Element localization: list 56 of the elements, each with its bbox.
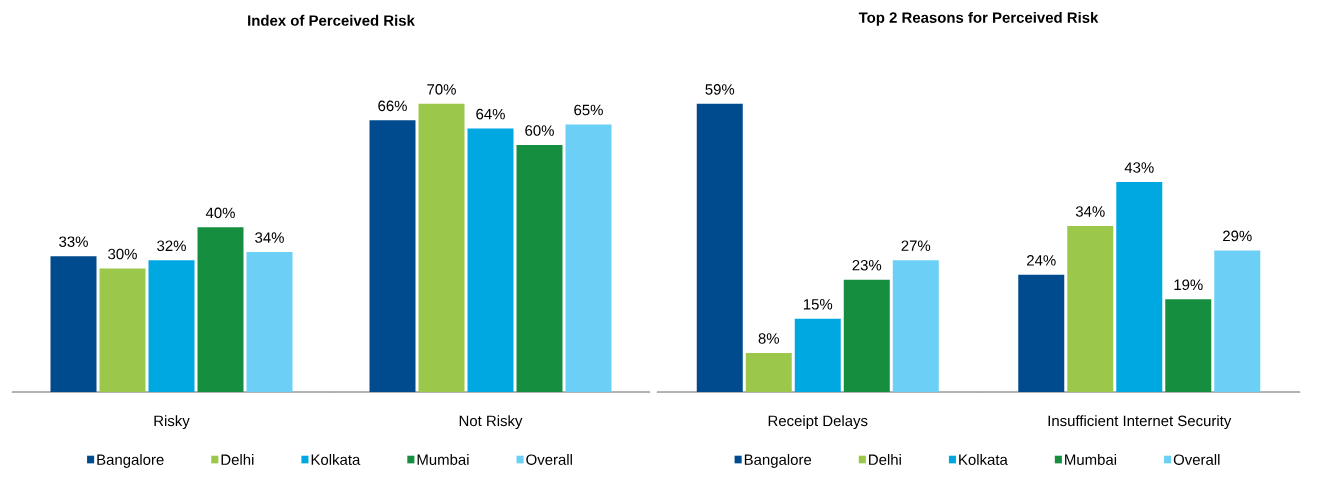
data-label: 43% <box>1124 162 1154 173</box>
legend-label: Overall <box>526 453 572 465</box>
data-label: 66% <box>378 100 407 112</box>
bar <box>246 252 293 392</box>
bar <box>418 103 465 392</box>
data-label: 8% <box>758 333 780 344</box>
chart-title: Index of Perceived Risk <box>248 14 415 26</box>
bar <box>843 279 890 392</box>
data-label: 32% <box>157 240 186 252</box>
data-label: 65% <box>574 104 603 116</box>
data-label: 59% <box>705 84 735 95</box>
data-label: 23% <box>852 259 882 271</box>
bar <box>516 145 563 392</box>
data-label: 33% <box>59 236 88 247</box>
bar <box>1116 182 1163 392</box>
legend-label: Overall <box>1173 453 1220 465</box>
bar <box>467 128 514 392</box>
bar <box>696 103 743 392</box>
legend-label: Mumbai <box>417 453 469 465</box>
data-label: 24% <box>1027 255 1056 266</box>
bar <box>50 256 97 392</box>
bar <box>794 318 841 392</box>
legend-label: Mumbai <box>1065 453 1117 465</box>
data-label: 15% <box>803 299 833 310</box>
data-label: 34% <box>1075 206 1105 217</box>
x-tick-label: Not Risky <box>459 415 523 430</box>
x-tick-label: Receipt Delays <box>768 415 868 430</box>
legend-label: Kolkata <box>311 453 361 465</box>
x-tick-label: Insufficient Internet Security <box>1048 415 1232 430</box>
data-label: 34% <box>255 232 284 243</box>
legend-label: Bangalore <box>97 453 164 468</box>
bar <box>99 268 146 392</box>
chart-title: Top 2 Reasons for Perceived Risk <box>858 11 1099 26</box>
data-label: 70% <box>427 84 456 95</box>
data-label: 29% <box>1223 230 1252 242</box>
x-tick-label: Risky <box>154 415 190 430</box>
data-label: 40% <box>205 207 235 219</box>
data-label: 27% <box>901 240 931 251</box>
bar <box>565 124 612 392</box>
bar <box>1214 250 1261 392</box>
bar <box>1165 299 1212 392</box>
bar <box>1018 274 1065 392</box>
bar <box>148 260 195 392</box>
bar <box>1067 225 1114 392</box>
legend-label: Delhi <box>221 453 254 465</box>
bar <box>745 352 792 392</box>
bar <box>197 227 244 392</box>
legend-label: Delhi <box>869 453 901 465</box>
data-label: 64% <box>476 108 505 120</box>
legend-label: Bangalore <box>744 453 812 468</box>
legend-label: Kolkata <box>959 453 1008 465</box>
data-label: 60% <box>525 125 554 136</box>
data-label: 30% <box>108 248 137 260</box>
bar <box>892 260 939 392</box>
data-label: 19% <box>1174 279 1203 291</box>
bar <box>369 120 416 392</box>
